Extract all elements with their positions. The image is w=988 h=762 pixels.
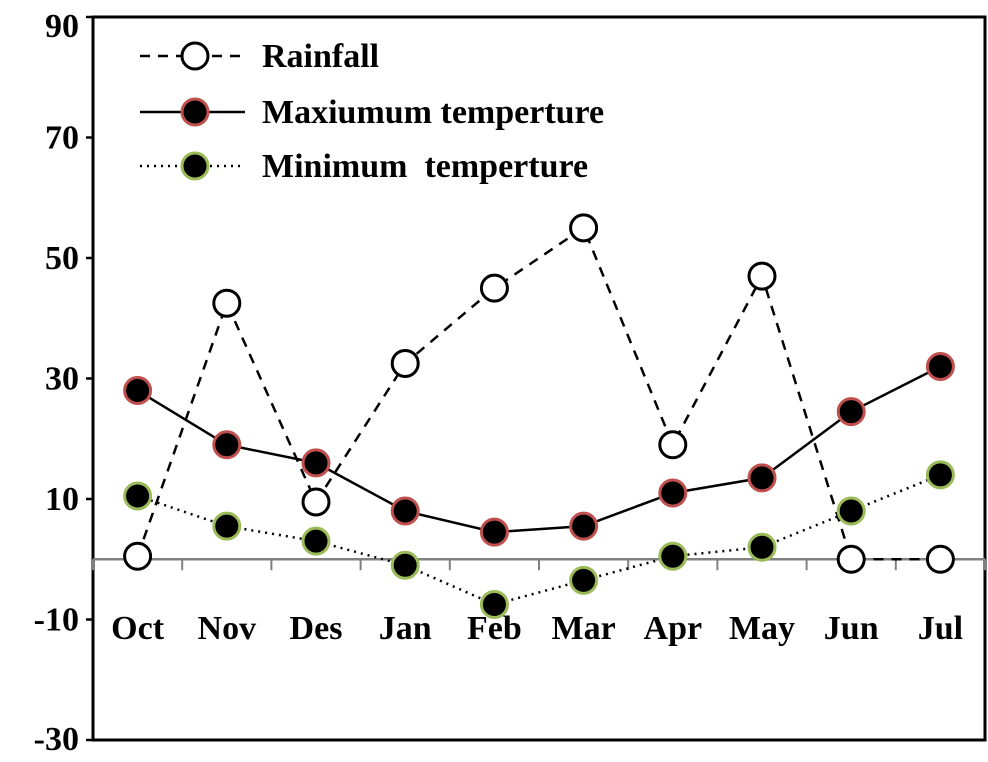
data-point [658,478,688,508]
data-point [212,288,242,318]
x-tick-label: Apr [644,610,703,647]
y-tick-label: -30 [34,721,79,758]
data-point [390,348,420,378]
legend-marker [180,41,210,71]
x-tick-label: Oct [111,610,165,647]
legend-label: Maxiumum temperture [262,94,604,131]
data-point [747,261,777,291]
series-line [136,365,941,534]
data-point [123,541,153,571]
series-layer [123,213,955,619]
data-point [836,544,866,574]
data-point [658,541,688,571]
data-point [925,460,955,490]
series-0 [123,213,955,574]
data-point [569,565,599,595]
legend-marker [180,97,210,127]
legend-label: Minimum temperture [262,148,588,185]
data-point [301,448,331,478]
data-point [212,430,242,460]
data-point [212,511,242,541]
legend-label: Rainfall [262,38,379,75]
x-tick-label: Jan [379,610,432,647]
x-tick-label: Des [290,610,343,647]
y-tick-label: 70 [45,120,79,157]
data-point [747,532,777,562]
y-tick-label: 10 [45,481,79,518]
data-point [569,511,599,541]
data-point [123,376,153,406]
data-point [301,526,331,556]
data-point [390,496,420,526]
data-point [123,481,153,511]
data-point [836,397,866,427]
series-line [137,473,941,606]
series-2 [123,460,955,619]
x-tick-label: Nov [198,610,257,647]
x-axis-ticks: Oct Nov Des Jan Feb Mar Apr May Jun Jul [92,559,986,647]
data-point [390,550,420,580]
data-point [925,351,955,381]
x-tick-label: Mar [552,610,616,647]
data-point [479,517,509,547]
data-point [836,496,866,526]
legend-marker [180,151,210,181]
y-tick-label: 30 [45,361,79,398]
legend: Rainfall Maxiumum temperture Minimum tempe… [140,38,604,185]
data-point [301,487,331,517]
data-point [479,589,509,619]
series-1 [123,351,955,547]
data-point [479,273,509,303]
data-point [658,430,688,460]
y-tick-label: 50 [45,240,79,277]
data-point [925,544,955,574]
data-point [569,213,599,243]
x-tick-label: May [729,610,795,647]
data-point [747,463,777,493]
x-tick-label: Jun [824,610,879,647]
y-axis-ticks: -30 -10 10 30 50 70 90 [34,8,93,758]
x-tick-label: Jul [918,610,963,647]
series-line [136,225,941,561]
y-tick-label: 90 [45,8,79,45]
y-tick-label: -10 [34,602,79,639]
